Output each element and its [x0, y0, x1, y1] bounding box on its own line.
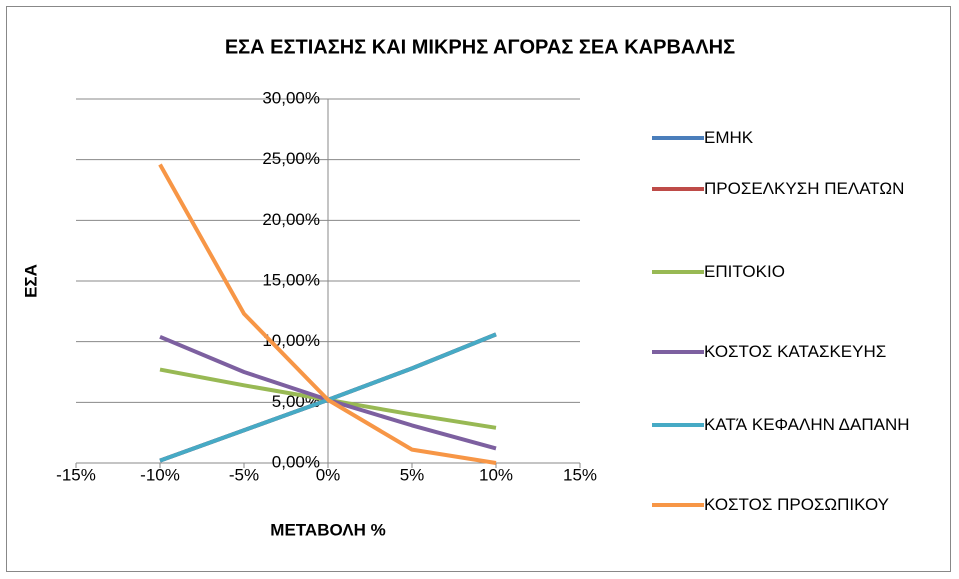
y-axis-label: ΕΣΑ	[21, 264, 40, 298]
legend-label: ΕΜΗΚ	[704, 128, 754, 147]
chart-title: ΕΣΑ ΕΣΤΙΑΣΗΣ ΚΑΙ ΜΙΚΡΗΣ ΑΓΟΡΑΣ ΣΕΑ ΚΑΡΒΑ…	[225, 36, 735, 58]
legend-item: ΚΟΣΤΟΣ ΚΑΤΑΣΚΕΥΗΣ	[652, 338, 952, 366]
legend-swatch	[652, 136, 704, 140]
legend-item: ΠΡΟΣΕΛΚΥΣΗ ΠΕΛΑΤΩΝ	[652, 175, 952, 203]
legend-label: ΚΟΣΤΟΣ ΚΑΤΑΣΚΕΥΗΣ	[704, 342, 887, 361]
legend-item: ΚΟΣΤΟΣ ΠΡΟΣΩΠΙΚΟΥ	[652, 491, 952, 519]
legend-label: ΚΟΣΤΟΣ ΠΡΟΣΩΠΙΚΟΥ	[704, 495, 889, 514]
y-tick-label: 20,00%	[262, 210, 320, 229]
x-tick-label: 15%	[563, 465, 597, 484]
y-tick-label: 25,00%	[262, 149, 320, 168]
series-line	[158, 163, 497, 465]
legend-swatch	[652, 350, 704, 354]
legend-item: ΕΠΙΤΟΚΙΟ	[652, 258, 952, 286]
chart-border	[6, 6, 951, 572]
x-tick-label: 10%	[479, 465, 513, 484]
x-tick-label: -5%	[229, 465, 259, 484]
legend-swatch	[652, 187, 704, 191]
y-tick-label: 15,00%	[262, 270, 320, 289]
legend-swatch	[652, 503, 704, 507]
x-tick-label: 5%	[400, 465, 425, 484]
x-tick-label: -10%	[140, 465, 180, 484]
legend-item: ΕΜΗΚ	[652, 124, 952, 152]
y-tick-label: 30,00%	[262, 88, 320, 107]
legend-item: ΚΑΤΆ ΚΕΦΑΛΗΝ ΔΑΠΑΝΗ	[652, 411, 952, 439]
x-tick-label: -15%	[56, 465, 96, 484]
legend-swatch	[652, 270, 704, 274]
legend-label: ΕΠΙΤΟΚΙΟ	[704, 262, 785, 281]
y-tick-label: 0,00%	[272, 452, 320, 471]
legend-label: ΠΡΟΣΕΛΚΥΣΗ ΠΕΛΑΤΩΝ	[704, 179, 905, 198]
x-tick-label: 0%	[316, 465, 341, 484]
x-axis-label: ΜΕΤΑΒΟΛΗ %	[270, 520, 385, 539]
legend-swatch	[652, 423, 704, 427]
legend-label: ΚΑΤΆ ΚΕΦΑΛΗΝ ΔΑΠΑΝΗ	[704, 415, 910, 434]
